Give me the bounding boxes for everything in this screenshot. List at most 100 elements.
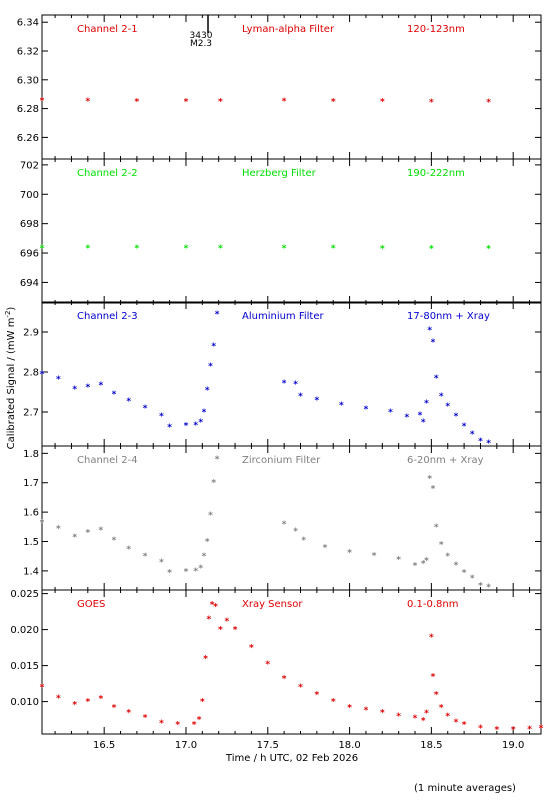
data-point: * xyxy=(85,97,90,107)
data-point: * xyxy=(99,695,104,705)
data-series-2: * * * * * xyxy=(282,97,492,108)
y-tick-label: 694 xyxy=(20,278,39,289)
data-point: * xyxy=(427,326,432,336)
data-point: * xyxy=(249,644,254,654)
y-axis-label: Calibrated Signal / (mW m-2) xyxy=(4,307,17,450)
data-point: * xyxy=(478,582,483,592)
data-point: * xyxy=(126,545,131,555)
filter-label: Lyman-alpha Filter xyxy=(242,24,335,35)
data-point: * xyxy=(478,437,483,447)
data-point: * xyxy=(314,690,319,700)
data-point: * xyxy=(445,552,450,562)
data-point: * xyxy=(424,709,429,719)
data-series-1: * * * * * xyxy=(40,97,223,108)
data-point: * xyxy=(486,439,491,449)
panel-1: 6.26 6.28 6.30 6.32 6.34 Channel 2-1 Lyman-alp… xyxy=(17,14,542,160)
data-point: * xyxy=(40,244,45,254)
averaging-footnote: (1 minute averages) xyxy=(414,783,516,794)
filter-label: Aluminium Filter xyxy=(242,311,325,322)
data-series-2: ***** * ** * xyxy=(282,520,426,572)
data-point: * xyxy=(211,342,216,352)
filter-label: Zirconium Filter xyxy=(242,455,321,466)
y-tick-label: 2.7 xyxy=(23,408,39,419)
data-point: * xyxy=(193,567,198,577)
data-point: * xyxy=(388,408,393,418)
data-point: * xyxy=(486,98,491,108)
data-point: * xyxy=(331,97,336,107)
y-tick-label: 700 xyxy=(20,190,39,201)
data-point: * xyxy=(413,562,418,572)
y-tick-label: 6.30 xyxy=(17,75,39,86)
data-point: * xyxy=(470,430,475,440)
filter-label: Herzberg Filter xyxy=(242,168,317,179)
panel-frame xyxy=(41,14,542,160)
data-point: * xyxy=(462,721,467,731)
panel-2: 694 696 698 700 702 Channel 2-2 Herzberg Filte… xyxy=(20,158,542,304)
data-point: * xyxy=(282,379,287,389)
band-label: 0.1-0.8nm xyxy=(407,599,459,610)
data-point: * xyxy=(434,523,439,533)
data-point: * xyxy=(331,698,336,708)
data-point: * xyxy=(431,672,436,682)
data-point: * xyxy=(202,552,207,562)
x-tick-label: 17.5 xyxy=(257,740,279,751)
y-tick-label: 1.4 xyxy=(23,566,39,577)
data-point: * xyxy=(208,362,213,372)
data-point: * xyxy=(175,721,180,731)
data-series-3: ********** * xyxy=(424,474,491,593)
y-tick-label: 1.6 xyxy=(23,508,39,519)
data-point: * xyxy=(429,633,434,643)
y-tick-label: 6.28 xyxy=(17,104,39,115)
data-point: * xyxy=(282,97,287,107)
data-point: * xyxy=(135,244,140,254)
data-point: * xyxy=(424,399,429,409)
data-point: * xyxy=(99,526,104,536)
band-label: 6-20nm + Xray xyxy=(407,455,484,466)
data-point: * xyxy=(192,721,197,731)
data-point: * xyxy=(470,574,475,584)
data-point: * xyxy=(198,418,203,428)
data-point: * xyxy=(427,474,432,484)
data-point: * xyxy=(429,244,434,254)
data-series-3: ********** * xyxy=(424,326,491,449)
data-point: * xyxy=(56,694,61,704)
data-point: * xyxy=(347,549,352,559)
data-point: * xyxy=(454,412,459,422)
data-series-1: * * * * * xyxy=(40,244,223,254)
data-point: * xyxy=(364,706,369,716)
data-point: * xyxy=(126,397,131,407)
data-point: * xyxy=(445,712,450,722)
data-point: * xyxy=(418,411,423,421)
data-series-2: ******* * * * * * * xyxy=(424,633,544,736)
data-point: * xyxy=(143,713,148,723)
data-point: * xyxy=(298,683,303,693)
data-point: * xyxy=(331,244,336,254)
data-point: * xyxy=(462,422,467,432)
data-point: * xyxy=(85,383,90,393)
panel-3: 2.7 2.8 2.9 Channel 2-3 Aluminium Filter 17-8… xyxy=(23,301,542,449)
data-point: * xyxy=(218,98,223,108)
x-tick-label: 18.0 xyxy=(338,740,360,751)
data-point: * xyxy=(486,583,491,593)
data-point: * xyxy=(112,390,117,400)
data-point: * xyxy=(203,654,208,664)
data-point: * xyxy=(527,725,532,735)
data-point: * xyxy=(454,561,459,571)
data-point: * xyxy=(40,370,45,380)
data-point: * xyxy=(314,396,319,406)
data-point: * xyxy=(462,568,467,578)
data-point: * xyxy=(72,385,77,395)
data-point: * xyxy=(184,422,189,432)
data-point: * xyxy=(159,719,164,729)
x-tick-label: 16.5 xyxy=(93,740,115,751)
data-point: * xyxy=(197,716,202,726)
data-point: * xyxy=(184,244,189,254)
event-marker-label-top: 3430 xyxy=(190,31,213,41)
data-point: * xyxy=(404,413,409,423)
data-point: * xyxy=(429,98,434,108)
channel-label: Channel 2-4 xyxy=(77,455,138,466)
y-tick-label: 696 xyxy=(20,249,39,260)
data-point: * xyxy=(215,310,220,320)
data-point: * xyxy=(282,244,287,254)
data-point: * xyxy=(439,703,444,713)
